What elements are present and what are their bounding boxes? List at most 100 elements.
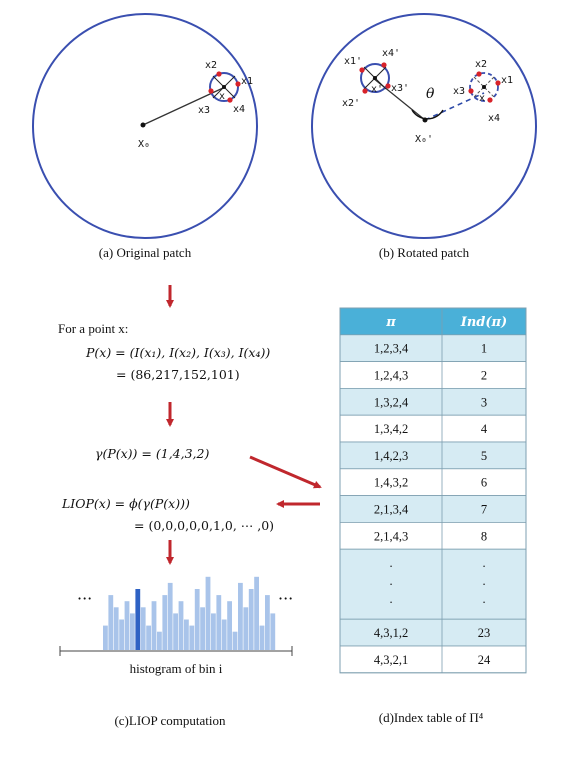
table-ellipsis-row [339,548,527,620]
equation-p-of-x: P(x) = (I(x₁), I(x₂), I(x₃), I(x₄)) [85,345,270,360]
ellipsis-dot-pi: . [389,592,392,606]
panel-a-original-patch: X₀ x2 x1 x3 x4 x (a) Original patch [32,13,258,260]
rotated-point-x4 [381,62,387,68]
cell-index: 4 [481,422,488,436]
rotated-neighborhood-circle [360,63,390,93]
orig-point-x1 [495,80,501,86]
patch-circle-a [32,13,258,239]
cell-index: 7 [481,503,487,517]
panel-c-liop-computation: For a point x: P(x) = (I(x₁), I(x₂), I(x… [58,285,322,728]
histogram-bar [103,625,108,650]
for-point-label: For a point x: [58,321,128,336]
cell-permutation-tail: 4,3,1,2 [374,626,408,640]
hist-ellipsis-left: ··· [77,589,92,608]
neighborhood-circle [209,72,239,102]
histogram-bar [119,619,124,650]
hist-ellipsis-right: ··· [278,589,293,608]
table-border [339,307,527,674]
histogram-bar [270,613,276,650]
cell-permutation: 1,4,3,2 [374,476,408,490]
cell-index: 6 [481,476,487,490]
ellipsis-dot-pi: . [389,556,392,570]
table-row [339,334,527,362]
rotated-center-x [373,76,377,80]
center-point-x [222,85,226,89]
orig-center-x [482,85,486,89]
histogram-bar [243,607,249,650]
origin-label: X₀ [138,139,150,150]
histogram-bar [167,582,173,650]
rotated-origin-label: X₀' [415,134,433,145]
angle-theta: θ [426,86,435,102]
table-row [339,618,527,647]
cell-index: 1 [481,342,487,356]
cell-permutation: 1,2,4,3 [374,369,408,383]
caption-a: (a) Original patch [99,245,192,260]
ellipsis-dot-pi: . [389,574,392,588]
sample-point-x2 [216,71,222,77]
cell-index-tail: 24 [478,653,491,667]
table-row [339,441,527,470]
permutation-index-table: π Ind(π) 1,2,3,4 1 1,2,4,3 2 1,3,2,4 3 1,3,4,2 4 1… [339,307,527,674]
histogram-bar [173,613,178,650]
histogram-bar [189,625,195,650]
histogram-bar [151,601,157,650]
histogram-bar [200,607,205,650]
equation-gamma: γ(P(x)) = (1,4,3,2) [95,446,209,461]
cell-index: 2 [481,369,487,383]
histogram-bar-highlight [135,589,141,650]
histogram-bar [178,601,184,650]
histogram-bar [232,631,238,650]
ellipsis-dot-ind: . [482,556,485,570]
label-x-prime: x' [371,84,383,95]
equation-p-values: = (86,217,152,101) [116,367,240,382]
orig-point-x3 [468,88,474,94]
label-x3-prime: x3' [391,83,409,94]
patch-circle-b [311,13,537,239]
cell-index: 3 [481,395,487,409]
histogram-bar [221,619,227,650]
histogram-caption: histogram of bin i [130,661,223,676]
histogram-bar [162,595,168,650]
cell-permutation: 1,3,2,4 [374,395,409,409]
orig-point-x2 [476,71,482,77]
panel-d-index-table: π Ind(π) 1,2,3,4 1 1,2,4,3 2 1,3,2,4 3 1,3,4,2 4 1… [339,307,527,725]
cell-permutation: 1,3,4,2 [374,422,408,436]
histogram-bar [227,601,232,650]
original-neighborhood-dashed [469,72,499,102]
histogram-bar [205,576,211,650]
histogram-bar [238,582,243,650]
histogram-bar [248,589,254,650]
histogram-bar [194,589,200,650]
label-x4: x4 [233,104,245,115]
label-b-x3: x3 [453,86,465,97]
label-x1-prime: x1' [344,56,362,67]
orig-point-x4 [487,97,493,103]
caption-d: (d)Index table of Π⁴ [379,710,484,725]
label-b-center: x [479,93,485,104]
caption-b: (b) Rotated patch [379,245,470,260]
label-b-x2: x2 [475,59,487,70]
histogram-bar [216,595,222,650]
table-row [339,361,527,389]
histogram-bar [130,613,135,650]
caption-c: (c)LIOP computation [114,713,226,728]
label-x3: x3 [198,105,210,116]
histogram-bar [140,607,146,650]
histogram-bar [146,625,151,650]
equation-liop: LIOP(x) = ϕ(γ(P(x))) [61,496,190,511]
cell-permutation: 2,1,3,4 [374,503,409,517]
cell-index: 8 [481,529,487,543]
histogram-bar [211,613,216,650]
table-row [339,414,527,443]
table-header [340,308,526,335]
sample-point-x1 [235,81,241,87]
cell-permutation-tail: 4,3,2,1 [374,653,408,667]
histogram-bar [254,576,259,650]
histogram-bar [124,601,130,650]
rotated-origin-dot [422,117,428,123]
sample-point-x3 [208,88,214,94]
arrow-to-table [249,455,322,489]
rotated-point-x3 [385,83,391,89]
ellipsis-dot-ind: . [482,574,485,588]
